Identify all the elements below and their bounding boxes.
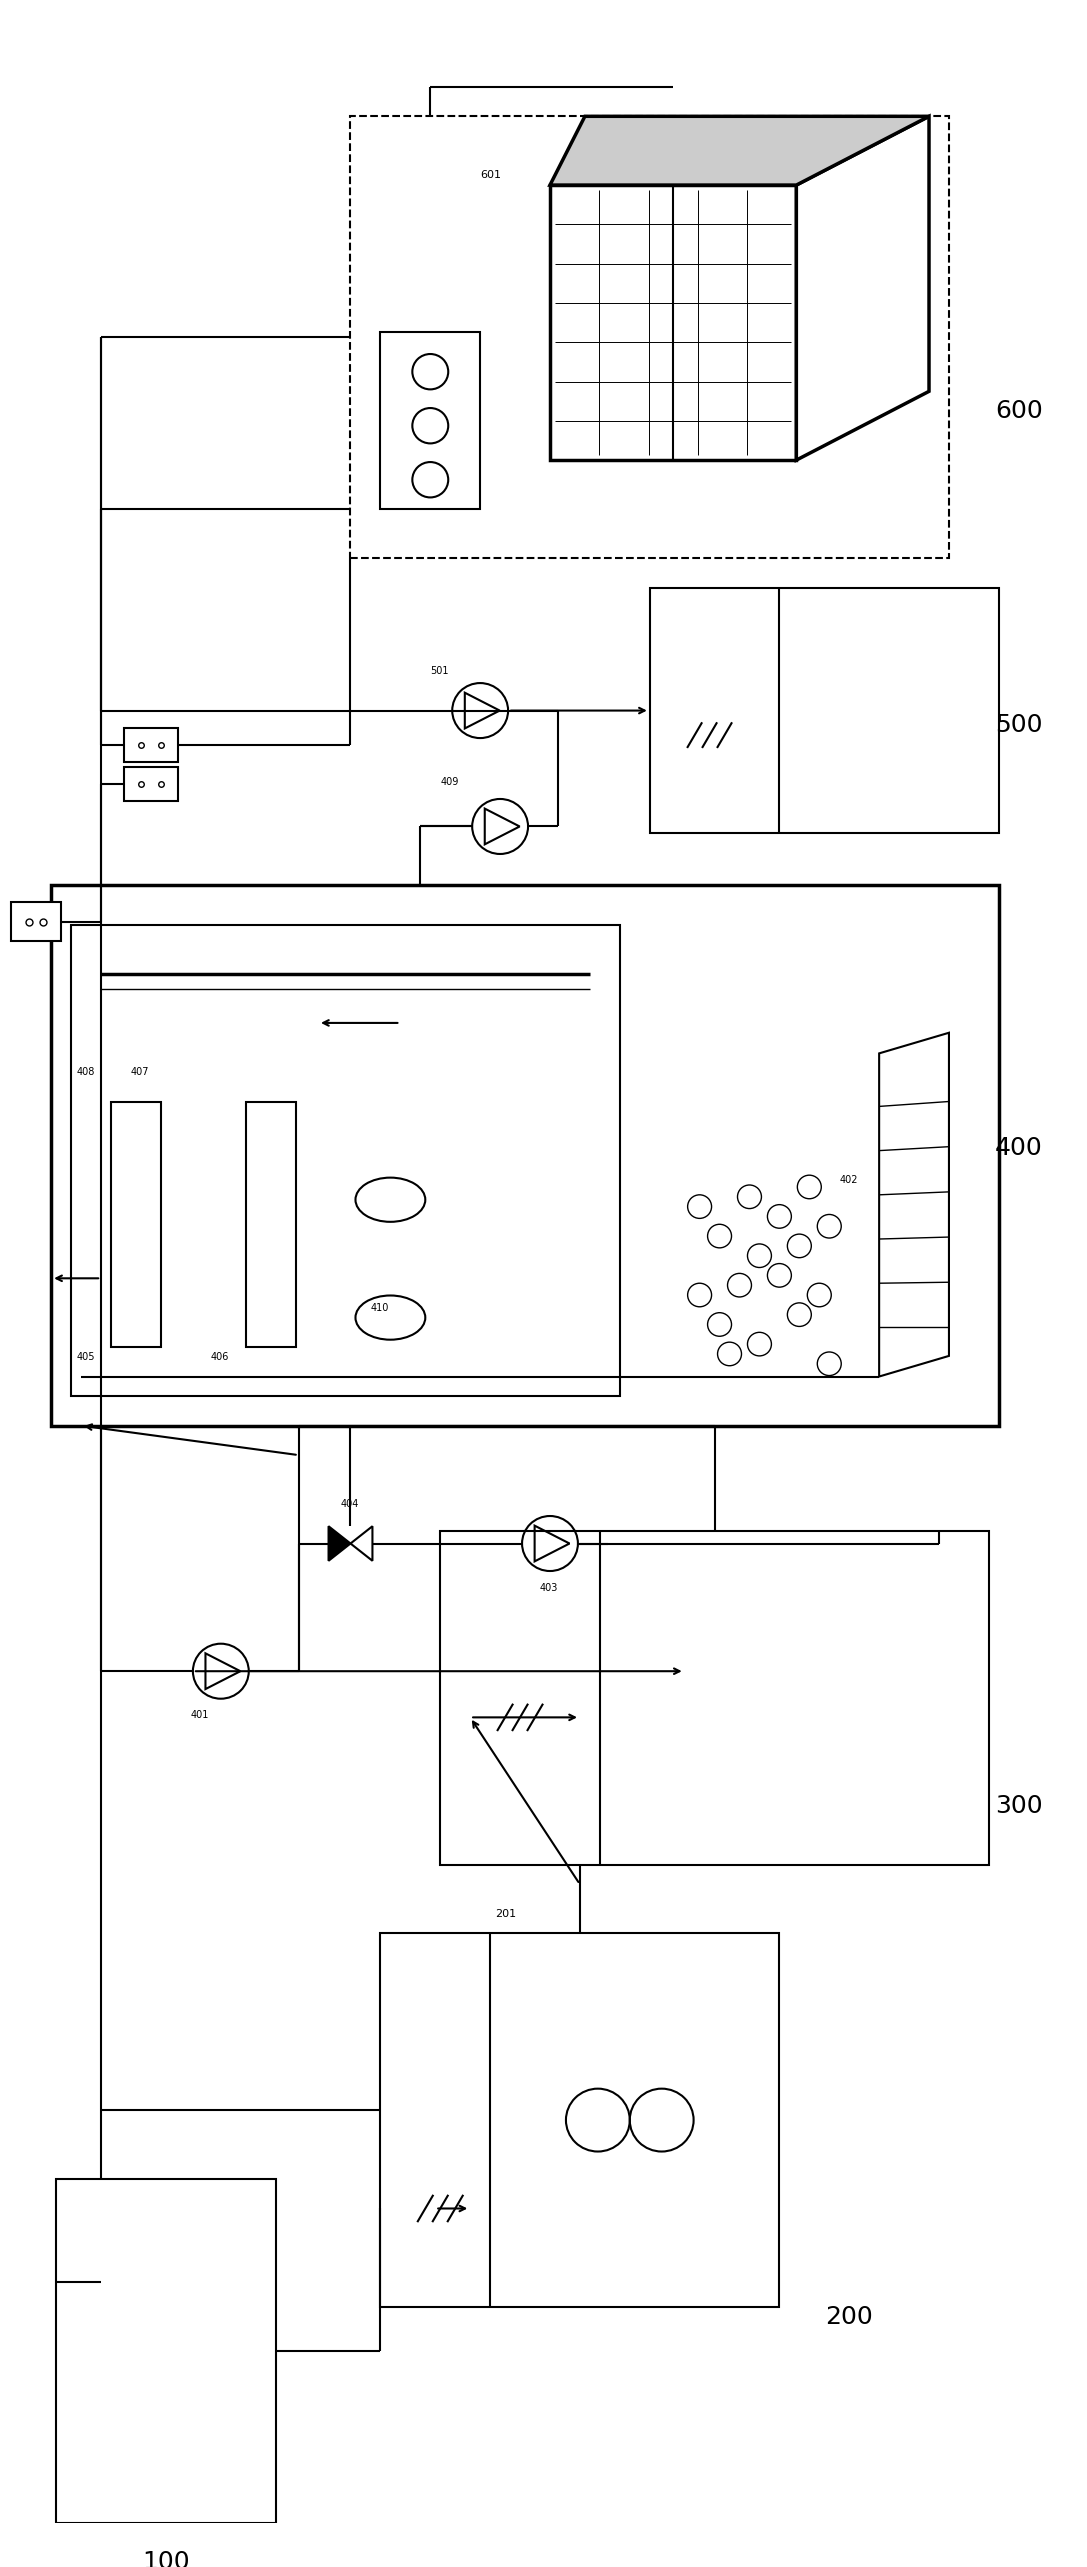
Text: 406: 406 <box>211 1353 229 1363</box>
Text: 400: 400 <box>995 1135 1042 1160</box>
Text: 401: 401 <box>191 1710 210 1720</box>
Bar <box>650 588 999 834</box>
Bar <box>111 1101 161 1348</box>
Text: 407: 407 <box>132 1068 150 1078</box>
Text: 405: 405 <box>76 1353 95 1363</box>
Bar <box>124 729 178 762</box>
Bar <box>72 924 620 1396</box>
Bar <box>380 331 480 508</box>
Bar <box>57 2179 276 2523</box>
Text: 403: 403 <box>540 1584 559 1592</box>
Text: 500: 500 <box>995 714 1042 737</box>
Text: 408: 408 <box>76 1068 95 1078</box>
Bar <box>550 185 797 459</box>
Text: 601: 601 <box>480 169 501 180</box>
Text: 600: 600 <box>995 398 1042 424</box>
Text: 200: 200 <box>825 2305 873 2328</box>
Text: 501: 501 <box>430 667 449 675</box>
Text: 404: 404 <box>340 1499 359 1509</box>
Bar <box>246 1101 296 1348</box>
Text: 300: 300 <box>995 1794 1042 1817</box>
Polygon shape <box>328 1527 350 1561</box>
Text: 100: 100 <box>142 2549 190 2567</box>
Text: 402: 402 <box>839 1176 858 1186</box>
Text: 201: 201 <box>495 1910 516 1918</box>
Text: 409: 409 <box>440 778 459 788</box>
Polygon shape <box>550 116 929 185</box>
Text: 410: 410 <box>371 1304 389 1312</box>
Bar <box>350 116 949 557</box>
Bar <box>124 768 178 801</box>
Bar <box>51 886 999 1425</box>
Bar <box>440 1530 989 1864</box>
Polygon shape <box>797 116 929 459</box>
Bar <box>11 901 61 942</box>
Bar <box>380 1933 779 2308</box>
